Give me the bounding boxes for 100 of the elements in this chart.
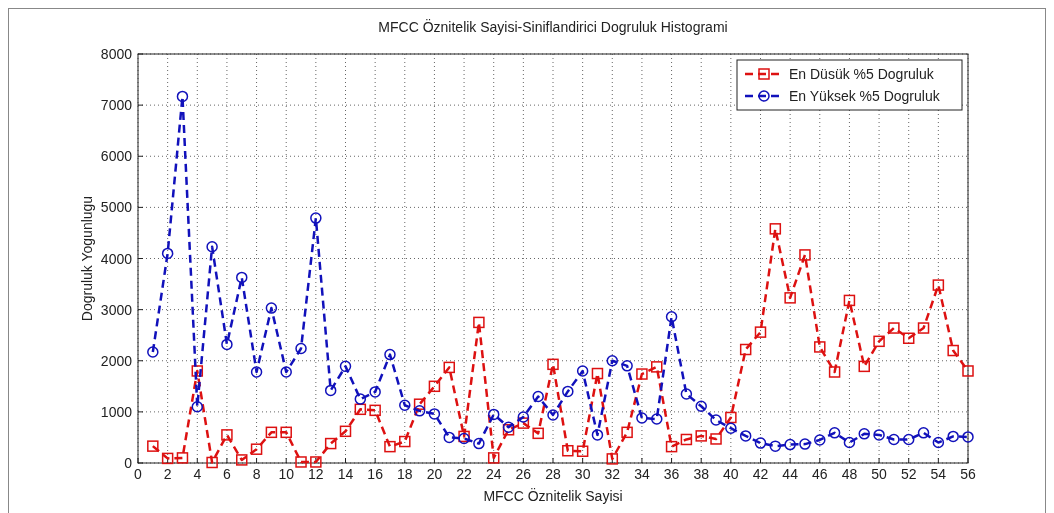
point [487, 408, 500, 421]
x-tick-label: 4 [193, 466, 202, 482]
point [799, 249, 811, 261]
point [295, 342, 307, 355]
x-tick-label: 44 [782, 466, 799, 482]
y-tick-label: 7000 [100, 97, 133, 114]
point [221, 429, 233, 441]
point [147, 346, 159, 358]
point [562, 385, 574, 398]
point [917, 322, 930, 334]
point [265, 302, 278, 314]
point [473, 316, 485, 329]
point [369, 404, 381, 417]
point [695, 430, 707, 442]
point [324, 384, 337, 397]
point [784, 292, 796, 304]
point [962, 431, 974, 443]
point [725, 422, 737, 434]
point [399, 399, 411, 411]
point [843, 436, 856, 449]
point [161, 247, 174, 260]
point [902, 433, 915, 446]
point [710, 414, 722, 426]
point [280, 366, 292, 378]
point [754, 437, 767, 449]
point [591, 429, 604, 441]
y-tick-label: 5000 [100, 199, 133, 216]
point [636, 412, 648, 424]
point [250, 366, 263, 378]
point [651, 413, 663, 425]
point [576, 365, 589, 377]
x-tick-label: 0 [134, 466, 143, 482]
point [576, 445, 589, 457]
y-tick-label: 2000 [100, 352, 133, 369]
point [473, 437, 485, 450]
point [739, 430, 752, 442]
point [858, 360, 870, 373]
y-tick-label: 3000 [100, 301, 133, 318]
x-tick-label: 20 [426, 466, 443, 482]
point [769, 223, 782, 235]
x-tick-label: 50 [871, 466, 888, 482]
point [310, 456, 322, 468]
point [695, 400, 707, 412]
point [739, 343, 752, 356]
point [236, 271, 248, 284]
point [799, 438, 811, 450]
point [932, 279, 945, 291]
point [591, 367, 604, 380]
point [917, 427, 930, 439]
point [517, 411, 530, 423]
point [858, 428, 870, 440]
point [680, 433, 693, 446]
point [236, 454, 248, 466]
point [814, 341, 826, 353]
point [710, 433, 722, 445]
y-axis-title: Dogruluk Yogunlugu [79, 195, 95, 322]
point [636, 368, 648, 380]
point [932, 436, 945, 449]
point [191, 365, 204, 377]
point [428, 380, 441, 393]
x-tick-label: 46 [812, 466, 828, 482]
point [354, 403, 367, 416]
point [947, 430, 959, 443]
point [547, 409, 559, 421]
x-tick-label: 34 [634, 466, 650, 482]
point [828, 366, 841, 378]
point [665, 440, 678, 453]
point [339, 360, 352, 373]
x-tick-label: 28 [545, 466, 561, 482]
point [384, 348, 396, 361]
point [843, 294, 856, 307]
x-tick-label: 12 [308, 466, 324, 482]
point [621, 426, 633, 439]
point [280, 426, 292, 439]
legend-label: En Düsük %5 Dogruluk [789, 66, 935, 82]
point [221, 338, 233, 351]
x-tick-label: 6 [223, 466, 232, 482]
x-tick-label: 22 [456, 466, 473, 482]
point [651, 361, 663, 373]
point [324, 437, 337, 450]
point [428, 408, 441, 420]
x-tick-label: 8 [252, 466, 261, 482]
point [443, 431, 455, 444]
chart-title: MFCC Öznitelik Sayisi-Siniflandirici Dogruluk Histogrami [378, 18, 728, 35]
x-tick-label: 26 [515, 466, 532, 482]
point [606, 453, 619, 465]
x-tick-label: 38 [693, 466, 710, 482]
point [665, 311, 678, 323]
point [873, 335, 885, 348]
point [888, 433, 900, 446]
point [413, 405, 426, 417]
point [384, 440, 396, 453]
point [176, 452, 189, 464]
point [206, 240, 218, 253]
point [725, 411, 737, 424]
point [902, 332, 915, 345]
point [962, 365, 974, 377]
point [250, 443, 263, 455]
point [310, 212, 322, 224]
x-tick-label: 10 [278, 466, 295, 482]
